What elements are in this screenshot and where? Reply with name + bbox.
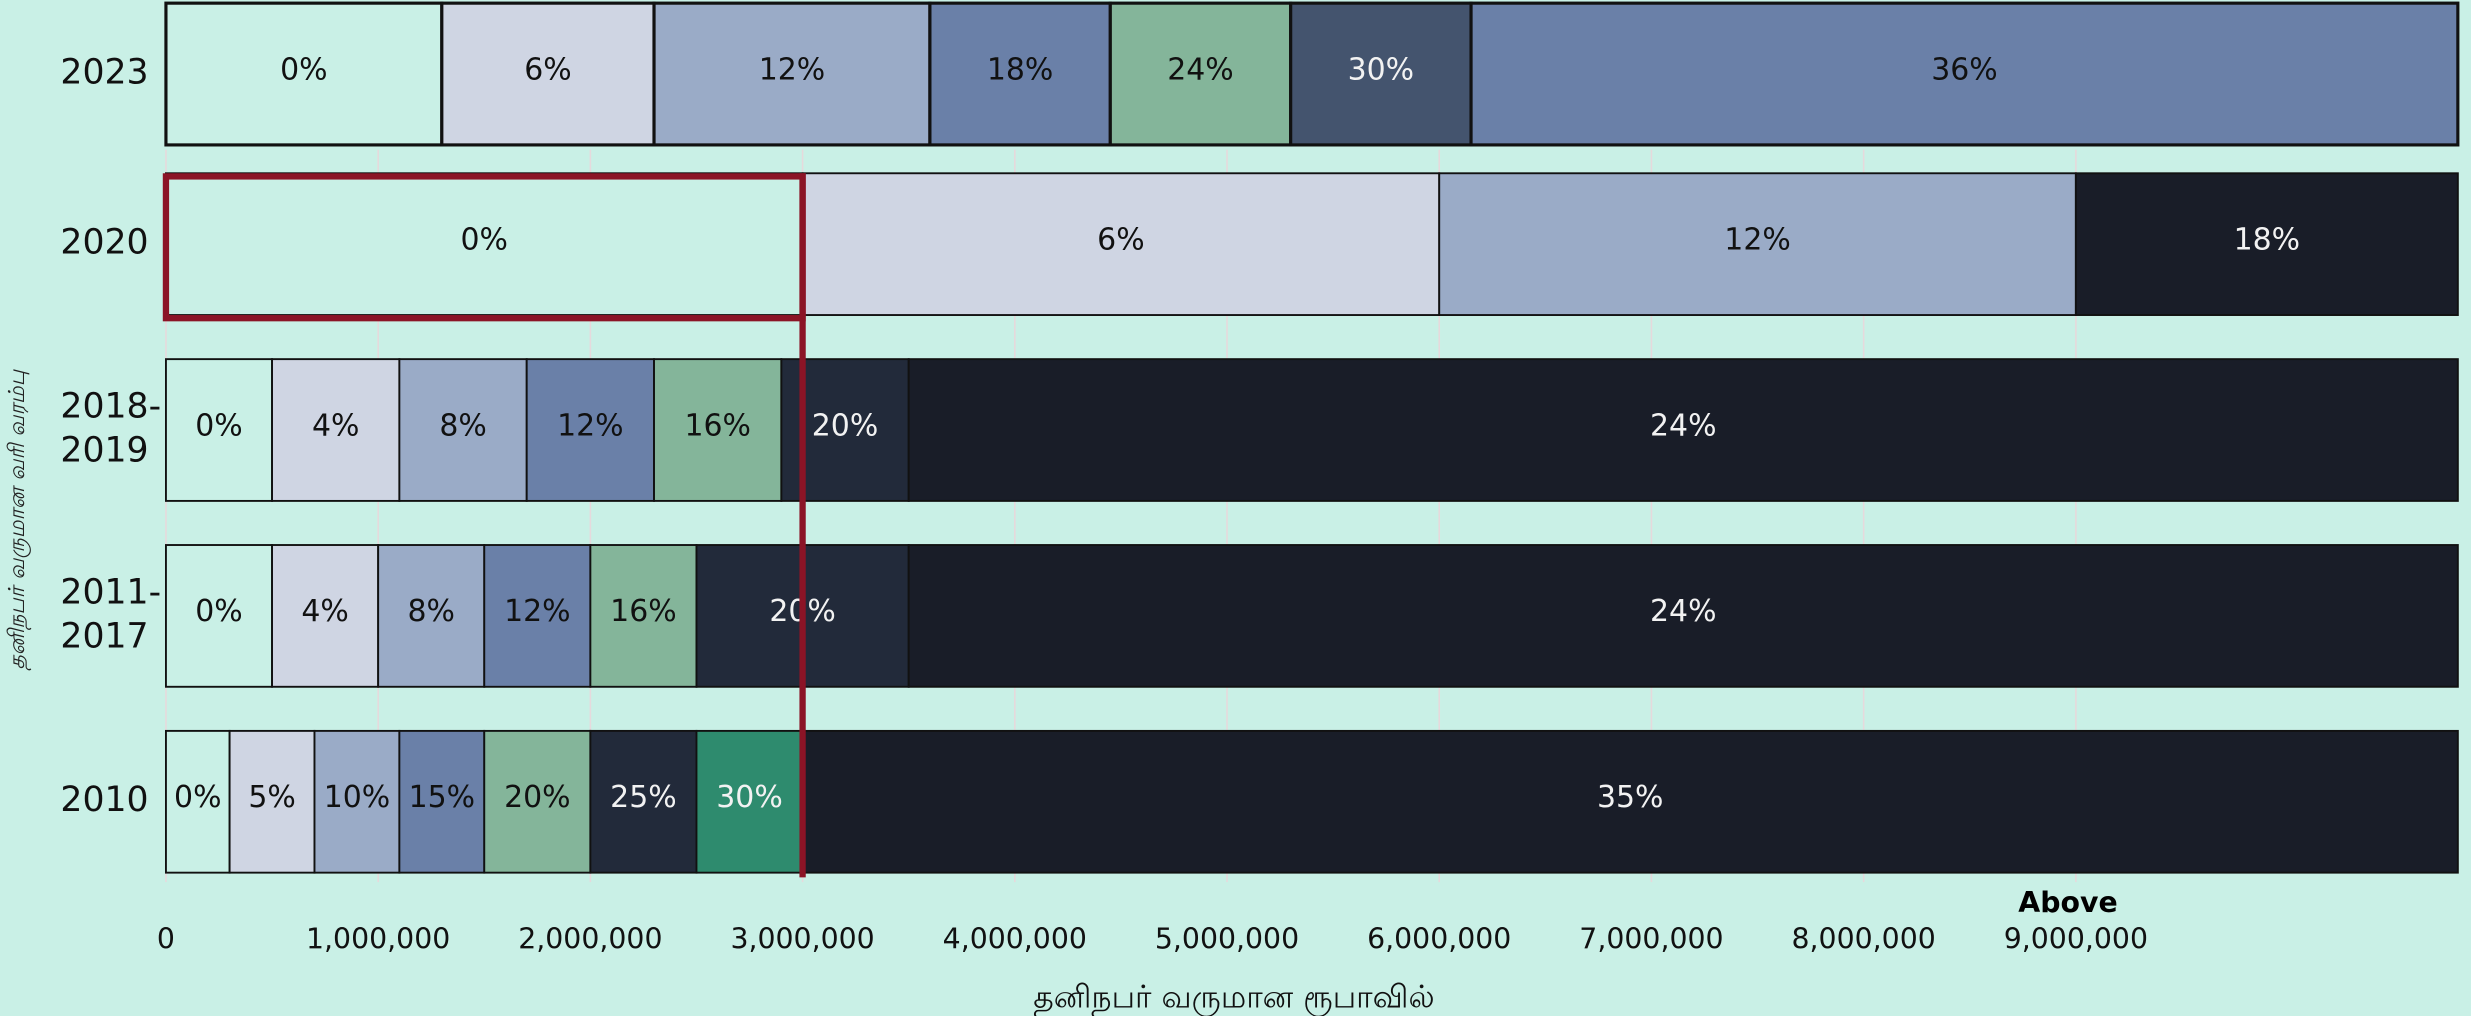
segment-label: 10% xyxy=(324,780,390,815)
segment-label: 12% xyxy=(557,408,623,443)
bar-segment xyxy=(271,544,380,688)
x-tick-label: 1,000,000 xyxy=(306,922,450,955)
segment-label: 20% xyxy=(812,408,878,443)
segment-label: 0% xyxy=(461,223,508,258)
segment-label: 12% xyxy=(1724,223,1790,258)
x-tick-label: 4,000,000 xyxy=(943,922,1087,955)
bar-segment xyxy=(271,358,401,502)
bar-segment xyxy=(398,358,528,502)
category-label: 2011-2017 xyxy=(60,573,162,657)
segment-label: 6% xyxy=(1097,223,1144,258)
segment-label: 18% xyxy=(987,52,1053,87)
segment-label: 15% xyxy=(409,780,475,815)
bar-segment xyxy=(589,544,698,688)
segment-label: 4% xyxy=(301,594,348,629)
category-label: 2023 xyxy=(60,53,149,93)
segment-label: 30% xyxy=(716,780,782,815)
segment-label: 12% xyxy=(759,52,825,87)
x-tick-label: 7,000,000 xyxy=(1579,922,1723,955)
bar-segment xyxy=(653,358,783,502)
bar-segment xyxy=(164,729,231,874)
category-box: 2018-2019 xyxy=(60,387,162,471)
bar-segment xyxy=(1289,1,1473,147)
segment-label: 0% xyxy=(280,52,327,87)
bar-segment xyxy=(1469,1,2460,147)
bar-segment xyxy=(164,544,273,688)
x-tick-label: 2,000,000 xyxy=(518,922,662,955)
segment-label: 0% xyxy=(195,594,242,629)
segment-label: 16% xyxy=(684,408,750,443)
segment-label: 25% xyxy=(610,780,676,815)
bar-segment xyxy=(164,172,804,316)
category-box: 2023 xyxy=(60,53,149,93)
x-axis-title: தனிநபர் வருமான ரூபாவில் xyxy=(1033,980,1434,1016)
segment-label: 35% xyxy=(1597,780,1663,815)
segment-label: 8% xyxy=(407,594,454,629)
category-label: 2018-2019 xyxy=(60,387,162,471)
category-label: 2010 xyxy=(60,781,149,821)
bar-segment xyxy=(695,729,804,874)
segment-label: 12% xyxy=(504,594,570,629)
category-box: 2010 xyxy=(60,781,149,821)
segment-label: 36% xyxy=(1931,52,1997,87)
segment-label: 0% xyxy=(195,408,242,443)
bar-segment xyxy=(801,729,2459,874)
x-tick-label: 5,000,000 xyxy=(1155,922,1299,955)
bar-segment xyxy=(164,358,273,502)
bar-segment xyxy=(589,729,698,874)
bar-segment xyxy=(2074,172,2459,316)
bar-segment xyxy=(440,1,656,147)
bar-segment xyxy=(525,358,655,502)
bar-segment xyxy=(928,1,1112,147)
x-tick-label: 9,000,000 xyxy=(2004,922,2148,955)
bar-segment xyxy=(801,172,1441,316)
bar-segment xyxy=(1108,1,1293,147)
above-label: Above xyxy=(2018,886,2117,919)
segment-label: 4% xyxy=(312,408,359,443)
segment-label: 5% xyxy=(248,780,295,815)
bar-segment xyxy=(377,544,486,688)
segment-label: 18% xyxy=(2234,223,2300,258)
segment-label: 0% xyxy=(174,780,221,815)
segment-label: 16% xyxy=(610,594,676,629)
x-tick-label: 3,000,000 xyxy=(730,922,874,955)
x-tick-label: 0 xyxy=(157,922,175,955)
segment-label: 20% xyxy=(504,780,570,815)
category-label: 2020 xyxy=(60,223,149,264)
segment-label: 24% xyxy=(1650,594,1716,629)
segment-label: 8% xyxy=(439,408,486,443)
category-box: 2020 xyxy=(60,223,149,264)
bar-segment xyxy=(652,1,932,147)
bar-segment xyxy=(313,729,401,874)
segment-label: 24% xyxy=(1650,408,1716,443)
segment-label: 30% xyxy=(1348,52,1414,87)
segment-label: 6% xyxy=(524,52,571,87)
x-tick-label: 6,000,000 xyxy=(1367,922,1511,955)
segment-label: 24% xyxy=(1167,52,1233,87)
x-tick-label: 8,000,000 xyxy=(1792,922,1936,955)
bar-segment xyxy=(907,544,2459,688)
category-box: 2011-2017 xyxy=(60,573,162,657)
bar-segment xyxy=(1438,172,2077,316)
y-axis-title: தனிநபர் வருமான வரி வரம்பு xyxy=(5,368,32,670)
bar-segment xyxy=(907,358,2459,502)
